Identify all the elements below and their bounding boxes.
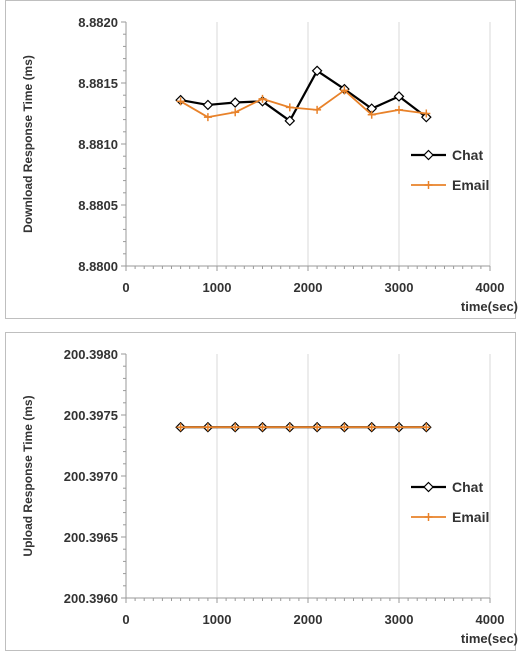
upload-chart-panel: 200.3960 200.3965 200.3970 200.3975 200.3980… — [0, 332, 521, 652]
legend-marker — [423, 149, 434, 161]
x-axis-label: time(sec) — [461, 299, 518, 314]
legend-item-chat: Chat — [411, 147, 483, 163]
download-chart: 8.8800 8.8805 8.8810 8.8815 8.8820 0 1000 2000 3… — [5, 0, 518, 319]
x-tick-label: 2000 — [294, 612, 323, 627]
legend-label: Email — [452, 509, 489, 525]
legend-item-email: Email — [411, 509, 489, 525]
data-point-chat — [393, 91, 405, 102]
data-point-email — [313, 105, 322, 114]
data-point-email — [422, 109, 431, 118]
x-tick-label: 3000 — [385, 280, 414, 295]
data-point-chat — [284, 115, 296, 127]
data-point-chat — [311, 65, 323, 77]
data-point-email — [340, 86, 349, 95]
data-point-email — [231, 108, 240, 117]
y-tick-label: 8.8810 — [78, 137, 118, 152]
y-tick-label: 200.3970 — [64, 469, 118, 484]
y-axis-label: Upload Response Time (ms) — [21, 395, 35, 556]
data-point-email — [367, 110, 376, 119]
data-point-email — [285, 103, 294, 112]
x-tick-label: 1000 — [203, 280, 232, 295]
data-point-email — [422, 423, 431, 432]
data-point-chat — [229, 97, 241, 108]
x-tick-label: 4000 — [476, 612, 505, 627]
legend-item-email: Email — [411, 177, 489, 193]
y-tick-label: 200.3980 — [64, 347, 118, 362]
data-point-email — [285, 423, 294, 432]
legend-marker — [423, 481, 434, 493]
legend-label: Email — [452, 177, 489, 193]
series-line-email — [180, 89, 427, 119]
y-tick-label: 8.8815 — [78, 76, 118, 91]
data-point-email — [395, 105, 403, 114]
download-chart-panel: 8.8800 8.8805 8.8810 8.8815 8.8820 0 1000 2000 3… — [0, 0, 521, 320]
legend-item-chat: Chat — [411, 479, 483, 495]
y-tick-label: 200.3960 — [64, 591, 118, 606]
x-tick-label: 2000 — [294, 280, 323, 295]
x-tick-label: 1000 — [203, 612, 232, 627]
data-point-email — [176, 97, 185, 106]
data-point-email — [313, 423, 322, 432]
y-tick-label: 8.8800 — [78, 259, 118, 274]
x-tick-label: 3000 — [385, 612, 414, 627]
data-point-email — [203, 113, 212, 122]
x-axis-label: time(sec) — [461, 631, 518, 646]
y-tick-label: 200.3975 — [64, 408, 118, 423]
data-point-email — [367, 423, 376, 432]
y-tick-label: 8.8805 — [78, 198, 118, 213]
upload-chart: 200.3960 200.3965 200.3970 200.3975 200.3980… — [5, 332, 518, 651]
data-point-email — [258, 94, 267, 103]
data-point-email — [231, 423, 240, 432]
x-tick-label: 0 — [122, 612, 129, 627]
y-tick-label: 8.8820 — [78, 15, 118, 30]
data-point-email — [340, 423, 349, 432]
legend-label: Chat — [452, 147, 483, 163]
y-axis-label: Download Response Time (ms) — [21, 55, 35, 233]
data-point-email — [203, 423, 212, 432]
data-point-email — [176, 423, 185, 432]
x-tick-label: 0 — [122, 280, 129, 295]
x-tick-label: 4000 — [476, 280, 505, 295]
data-point-chat — [202, 99, 214, 111]
legend-label: Chat — [452, 479, 483, 495]
series-line-chat — [180, 69, 427, 122]
data-point-email — [395, 423, 403, 432]
data-point-email — [258, 423, 267, 432]
y-tick-label: 200.3965 — [64, 530, 118, 545]
